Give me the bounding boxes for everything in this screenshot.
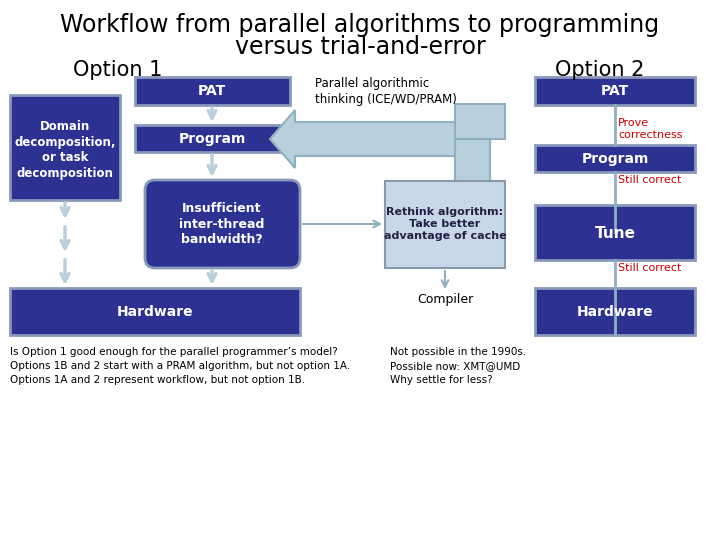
Text: Option 2: Option 2 (555, 60, 644, 80)
Text: Workflow from parallel algorithms to programming: Workflow from parallel algorithms to pro… (60, 13, 660, 37)
FancyBboxPatch shape (455, 104, 505, 139)
FancyBboxPatch shape (535, 288, 695, 335)
Text: Parallel algorithmic
thinking (ICE/WD/PRAM): Parallel algorithmic thinking (ICE/WD/PR… (315, 77, 457, 105)
Text: PAT: PAT (601, 84, 629, 98)
Text: PAT: PAT (198, 84, 226, 98)
Text: Still correct: Still correct (618, 175, 681, 185)
Text: Program: Program (581, 152, 649, 166)
FancyBboxPatch shape (10, 95, 120, 200)
Text: Prove
correctness: Prove correctness (618, 118, 683, 140)
Text: Tune: Tune (595, 226, 636, 240)
Text: Not possible in the 1990s.
Possible now: XMT@UMD
Why settle for less?: Not possible in the 1990s. Possible now:… (390, 347, 526, 385)
Text: Hardware: Hardware (117, 305, 193, 319)
Text: Hardware: Hardware (577, 305, 653, 319)
Text: Rethink algorithm:
Take better
advantage of cache: Rethink algorithm: Take better advantage… (384, 207, 506, 241)
Polygon shape (270, 110, 455, 168)
FancyBboxPatch shape (135, 77, 290, 105)
FancyBboxPatch shape (535, 77, 695, 105)
FancyBboxPatch shape (385, 181, 505, 268)
FancyBboxPatch shape (535, 205, 695, 260)
Text: Program: Program (179, 132, 246, 146)
FancyBboxPatch shape (10, 288, 300, 335)
FancyBboxPatch shape (145, 180, 300, 268)
Text: Compiler: Compiler (417, 294, 473, 307)
Text: Insufficient
inter-thread
bandwidth?: Insufficient inter-thread bandwidth? (179, 202, 265, 246)
Text: Is Option 1 good enough for the parallel programmer’s model?
Options 1B and 2 st: Is Option 1 good enough for the parallel… (10, 347, 350, 385)
Text: Domain
decomposition,
or task
decomposition: Domain decomposition, or task decomposit… (14, 120, 116, 180)
FancyBboxPatch shape (455, 139, 490, 224)
FancyBboxPatch shape (135, 125, 290, 152)
Text: Option 1: Option 1 (73, 60, 163, 80)
Text: versus trial-and-error: versus trial-and-error (235, 35, 485, 59)
FancyBboxPatch shape (535, 145, 695, 172)
Text: Still correct: Still correct (618, 263, 681, 273)
